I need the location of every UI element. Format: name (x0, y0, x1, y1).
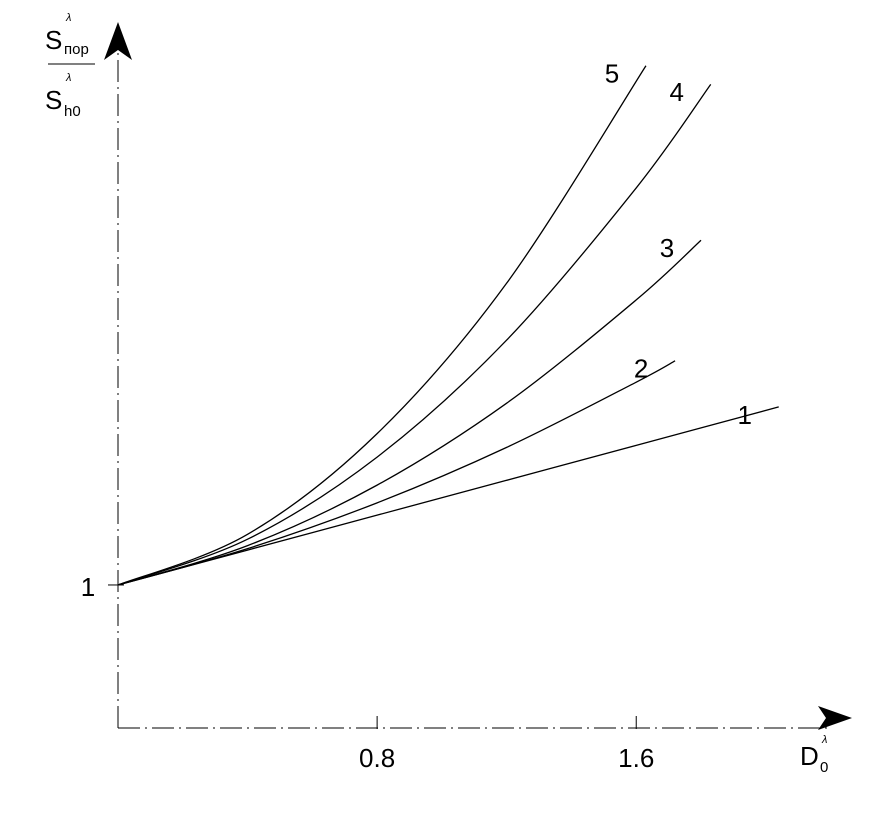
y-label-numerator: S (45, 25, 62, 55)
series-label: 2 (634, 354, 648, 384)
x-tick-label: 1.6 (618, 743, 654, 773)
y-label-numerator-sub: пор (64, 41, 89, 58)
y-axis-arrow (104, 22, 132, 60)
x-label-sub: 0 (820, 759, 828, 776)
y-label-sup-2: λ (65, 72, 71, 84)
x-label-sup: λ (821, 734, 827, 746)
series-line (117, 406, 779, 586)
x-tick-label: 0.8 (359, 743, 395, 773)
y-label-sup: λ (65, 12, 71, 24)
series-label: 3 (660, 233, 674, 263)
series-label: 5 (605, 59, 619, 89)
x-label-text: D (800, 741, 819, 771)
series-label: 4 (669, 77, 683, 107)
series-line (117, 239, 702, 586)
series-label: 1 (738, 400, 752, 430)
series-line (117, 65, 647, 586)
x-axis-label: D 0 λ (800, 734, 828, 776)
x-axis-arrow (818, 706, 852, 730)
y-label-denominator: S (45, 85, 62, 115)
series-line (117, 360, 676, 586)
y-tick-label: 1 (81, 572, 95, 602)
series-line (117, 83, 712, 586)
y-axis-label: S пор λ S h0 λ (45, 12, 95, 120)
y-label-denominator-sub: h0 (64, 103, 81, 120)
